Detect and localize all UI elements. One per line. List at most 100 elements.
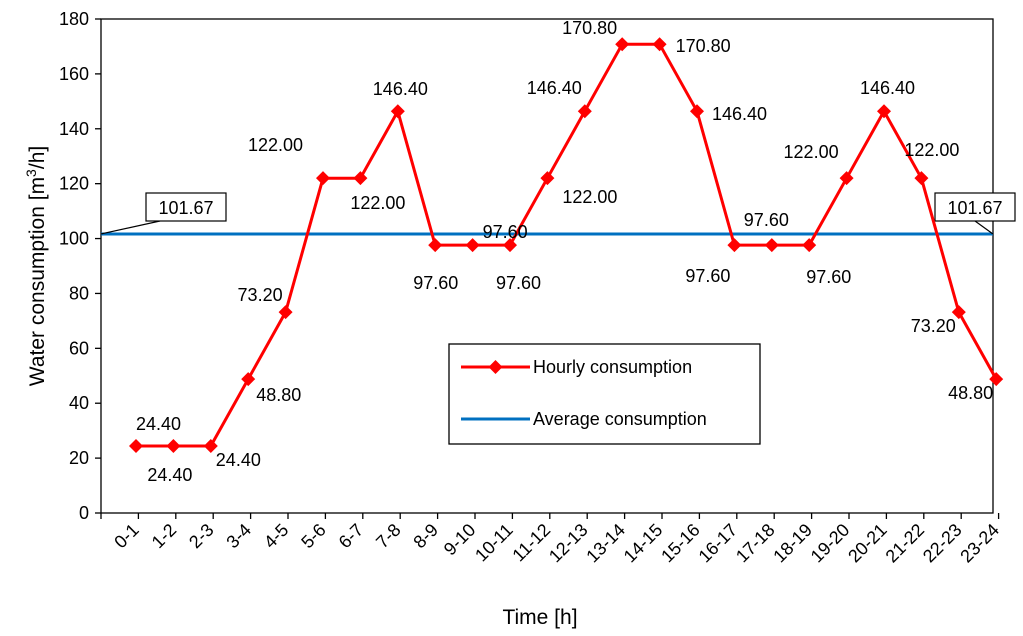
x-tick-label: 6-7 bbox=[335, 520, 368, 553]
data-label: 24.40 bbox=[136, 414, 181, 434]
y-axis-title-main: Water consumption [m bbox=[26, 177, 49, 386]
x-tick-label: 18-19 bbox=[769, 520, 816, 567]
y-tick-label: 120 bbox=[59, 174, 89, 194]
x-tick-label: 22-23 bbox=[919, 520, 966, 567]
data-label: 170.80 bbox=[562, 18, 617, 38]
average-callout-leader bbox=[100, 220, 161, 235]
y-tick-label: 180 bbox=[59, 9, 89, 29]
hourly-consumption-point bbox=[428, 238, 443, 253]
data-label: 122.00 bbox=[248, 135, 303, 155]
data-label: 146.40 bbox=[860, 78, 915, 98]
y-axis: 0 20 40 60 80 100 120 140 160 180 bbox=[59, 9, 101, 523]
y-tick-label: 160 bbox=[59, 64, 89, 84]
hourly-consumption-point bbox=[989, 372, 1004, 387]
data-label: 122.00 bbox=[904, 140, 959, 160]
data-label: 48.80 bbox=[256, 385, 301, 405]
hourly-consumption-point bbox=[764, 238, 779, 253]
x-tick-label: 8-9 bbox=[409, 520, 442, 553]
y-tick-label: 60 bbox=[69, 338, 89, 358]
y-axis-title-sup: 3 bbox=[23, 169, 39, 177]
hourly-consumption-point bbox=[652, 37, 667, 52]
data-label: 97.60 bbox=[496, 273, 541, 293]
data-label: 24.40 bbox=[147, 465, 192, 485]
x-tick-label: 12-13 bbox=[545, 520, 592, 567]
x-tick-label: 0-1 bbox=[110, 520, 143, 553]
hourly-consumption-series bbox=[129, 37, 1004, 454]
x-axis-title: Time [h] bbox=[502, 606, 577, 629]
x-tick-label: 7-8 bbox=[372, 520, 405, 553]
y-axis-title: Water consumption [m3/h] bbox=[23, 146, 49, 386]
data-label: 122.00 bbox=[350, 193, 405, 213]
y-tick-label: 80 bbox=[69, 283, 89, 303]
data-label: 146.40 bbox=[527, 78, 582, 98]
hourly-consumption-point bbox=[129, 439, 143, 454]
hourly-consumption-point bbox=[241, 372, 256, 387]
legend-box bbox=[448, 343, 761, 445]
x-tick-label: 20-21 bbox=[844, 520, 891, 567]
hourly-consumption-point bbox=[203, 439, 218, 454]
data-label: 73.20 bbox=[911, 316, 956, 336]
y-tick-label: 100 bbox=[59, 229, 89, 249]
y-tick-label: 140 bbox=[59, 119, 89, 139]
x-tick-label: 11-12 bbox=[508, 520, 554, 566]
legend-hourly-marker bbox=[488, 360, 503, 374]
x-tick-label: 15-16 bbox=[657, 520, 704, 567]
data-labels: 24.40 24.40 24.40 48.80 73.20 122.00 122.00 146… bbox=[136, 18, 993, 485]
hourly-consumption-point bbox=[914, 171, 929, 186]
x-tick-label: 10-11 bbox=[471, 520, 517, 566]
x-tick-label: 16-17 bbox=[695, 520, 742, 567]
data-label: 97.60 bbox=[685, 266, 730, 286]
average-callout-leader bbox=[974, 220, 994, 235]
x-tick-label: 23-24 bbox=[956, 520, 1003, 567]
x-tick-label: 5-6 bbox=[297, 520, 330, 553]
hourly-consumption-point bbox=[802, 238, 817, 253]
y-axis-title-end: /h] bbox=[26, 146, 49, 169]
y-tick-label: 40 bbox=[69, 393, 89, 413]
legend: Hourly consumption Average consumption bbox=[448, 343, 761, 445]
x-tick-label: 17-18 bbox=[732, 520, 779, 567]
hourly-consumption-point bbox=[166, 439, 181, 454]
average-callout-label: 101.67 bbox=[947, 198, 1002, 218]
hourly-consumption-point bbox=[465, 238, 480, 253]
x-axis: 0-1 1-2 2-3 3-4 4-5 5-6 6-7 7-8 8-99-1010-1111-1… bbox=[100, 513, 1003, 567]
x-tick-label: 2-3 bbox=[185, 520, 218, 553]
average-consumption-series: 101.67 101.67 bbox=[100, 192, 1016, 236]
hourly-consumption-point bbox=[690, 104, 704, 119]
data-label: 146.40 bbox=[712, 104, 767, 124]
data-label: 73.20 bbox=[238, 285, 283, 305]
data-label: 146.40 bbox=[373, 79, 428, 99]
x-tick-label: 3-4 bbox=[222, 520, 255, 553]
average-callout-box bbox=[934, 192, 1016, 222]
hourly-consumption-point bbox=[503, 238, 517, 253]
hourly-consumption-point bbox=[353, 171, 368, 186]
hourly-consumption-point bbox=[278, 305, 293, 320]
data-label: 97.60 bbox=[806, 267, 851, 287]
hourly-consumption-point bbox=[615, 37, 630, 52]
hourly-consumption-line bbox=[136, 42, 998, 448]
hourly-consumption-point bbox=[540, 171, 555, 186]
y-tick-label: 0 bbox=[79, 503, 89, 523]
x-tick-label: 19-20 bbox=[807, 520, 854, 567]
x-tick-label: 1-2 bbox=[148, 520, 181, 553]
hourly-consumption-point bbox=[316, 171, 330, 186]
y-tick-label: 20 bbox=[69, 448, 89, 468]
data-label: 97.60 bbox=[744, 210, 789, 230]
data-label: 97.60 bbox=[483, 222, 528, 242]
hourly-consumption-point bbox=[727, 238, 742, 253]
plot-area bbox=[100, 18, 994, 514]
hourly-consumption-point bbox=[951, 305, 966, 320]
legend-hourly-label: Hourly consumption bbox=[533, 357, 692, 377]
x-tick-label: 13-14 bbox=[582, 520, 629, 567]
data-label: 24.40 bbox=[216, 450, 261, 470]
data-label: 122.00 bbox=[784, 142, 839, 162]
x-tick-label: 21-22 bbox=[882, 520, 929, 567]
x-tick-label: 4-5 bbox=[260, 520, 293, 553]
data-label: 97.60 bbox=[413, 273, 458, 293]
data-label: 48.80 bbox=[948, 383, 993, 403]
data-label: 122.00 bbox=[562, 187, 617, 207]
average-callout-label: 101.67 bbox=[158, 198, 213, 218]
hourly-consumption-point bbox=[839, 171, 854, 186]
hourly-consumption-point bbox=[577, 104, 592, 119]
x-tick-label: 14-15 bbox=[620, 520, 667, 567]
